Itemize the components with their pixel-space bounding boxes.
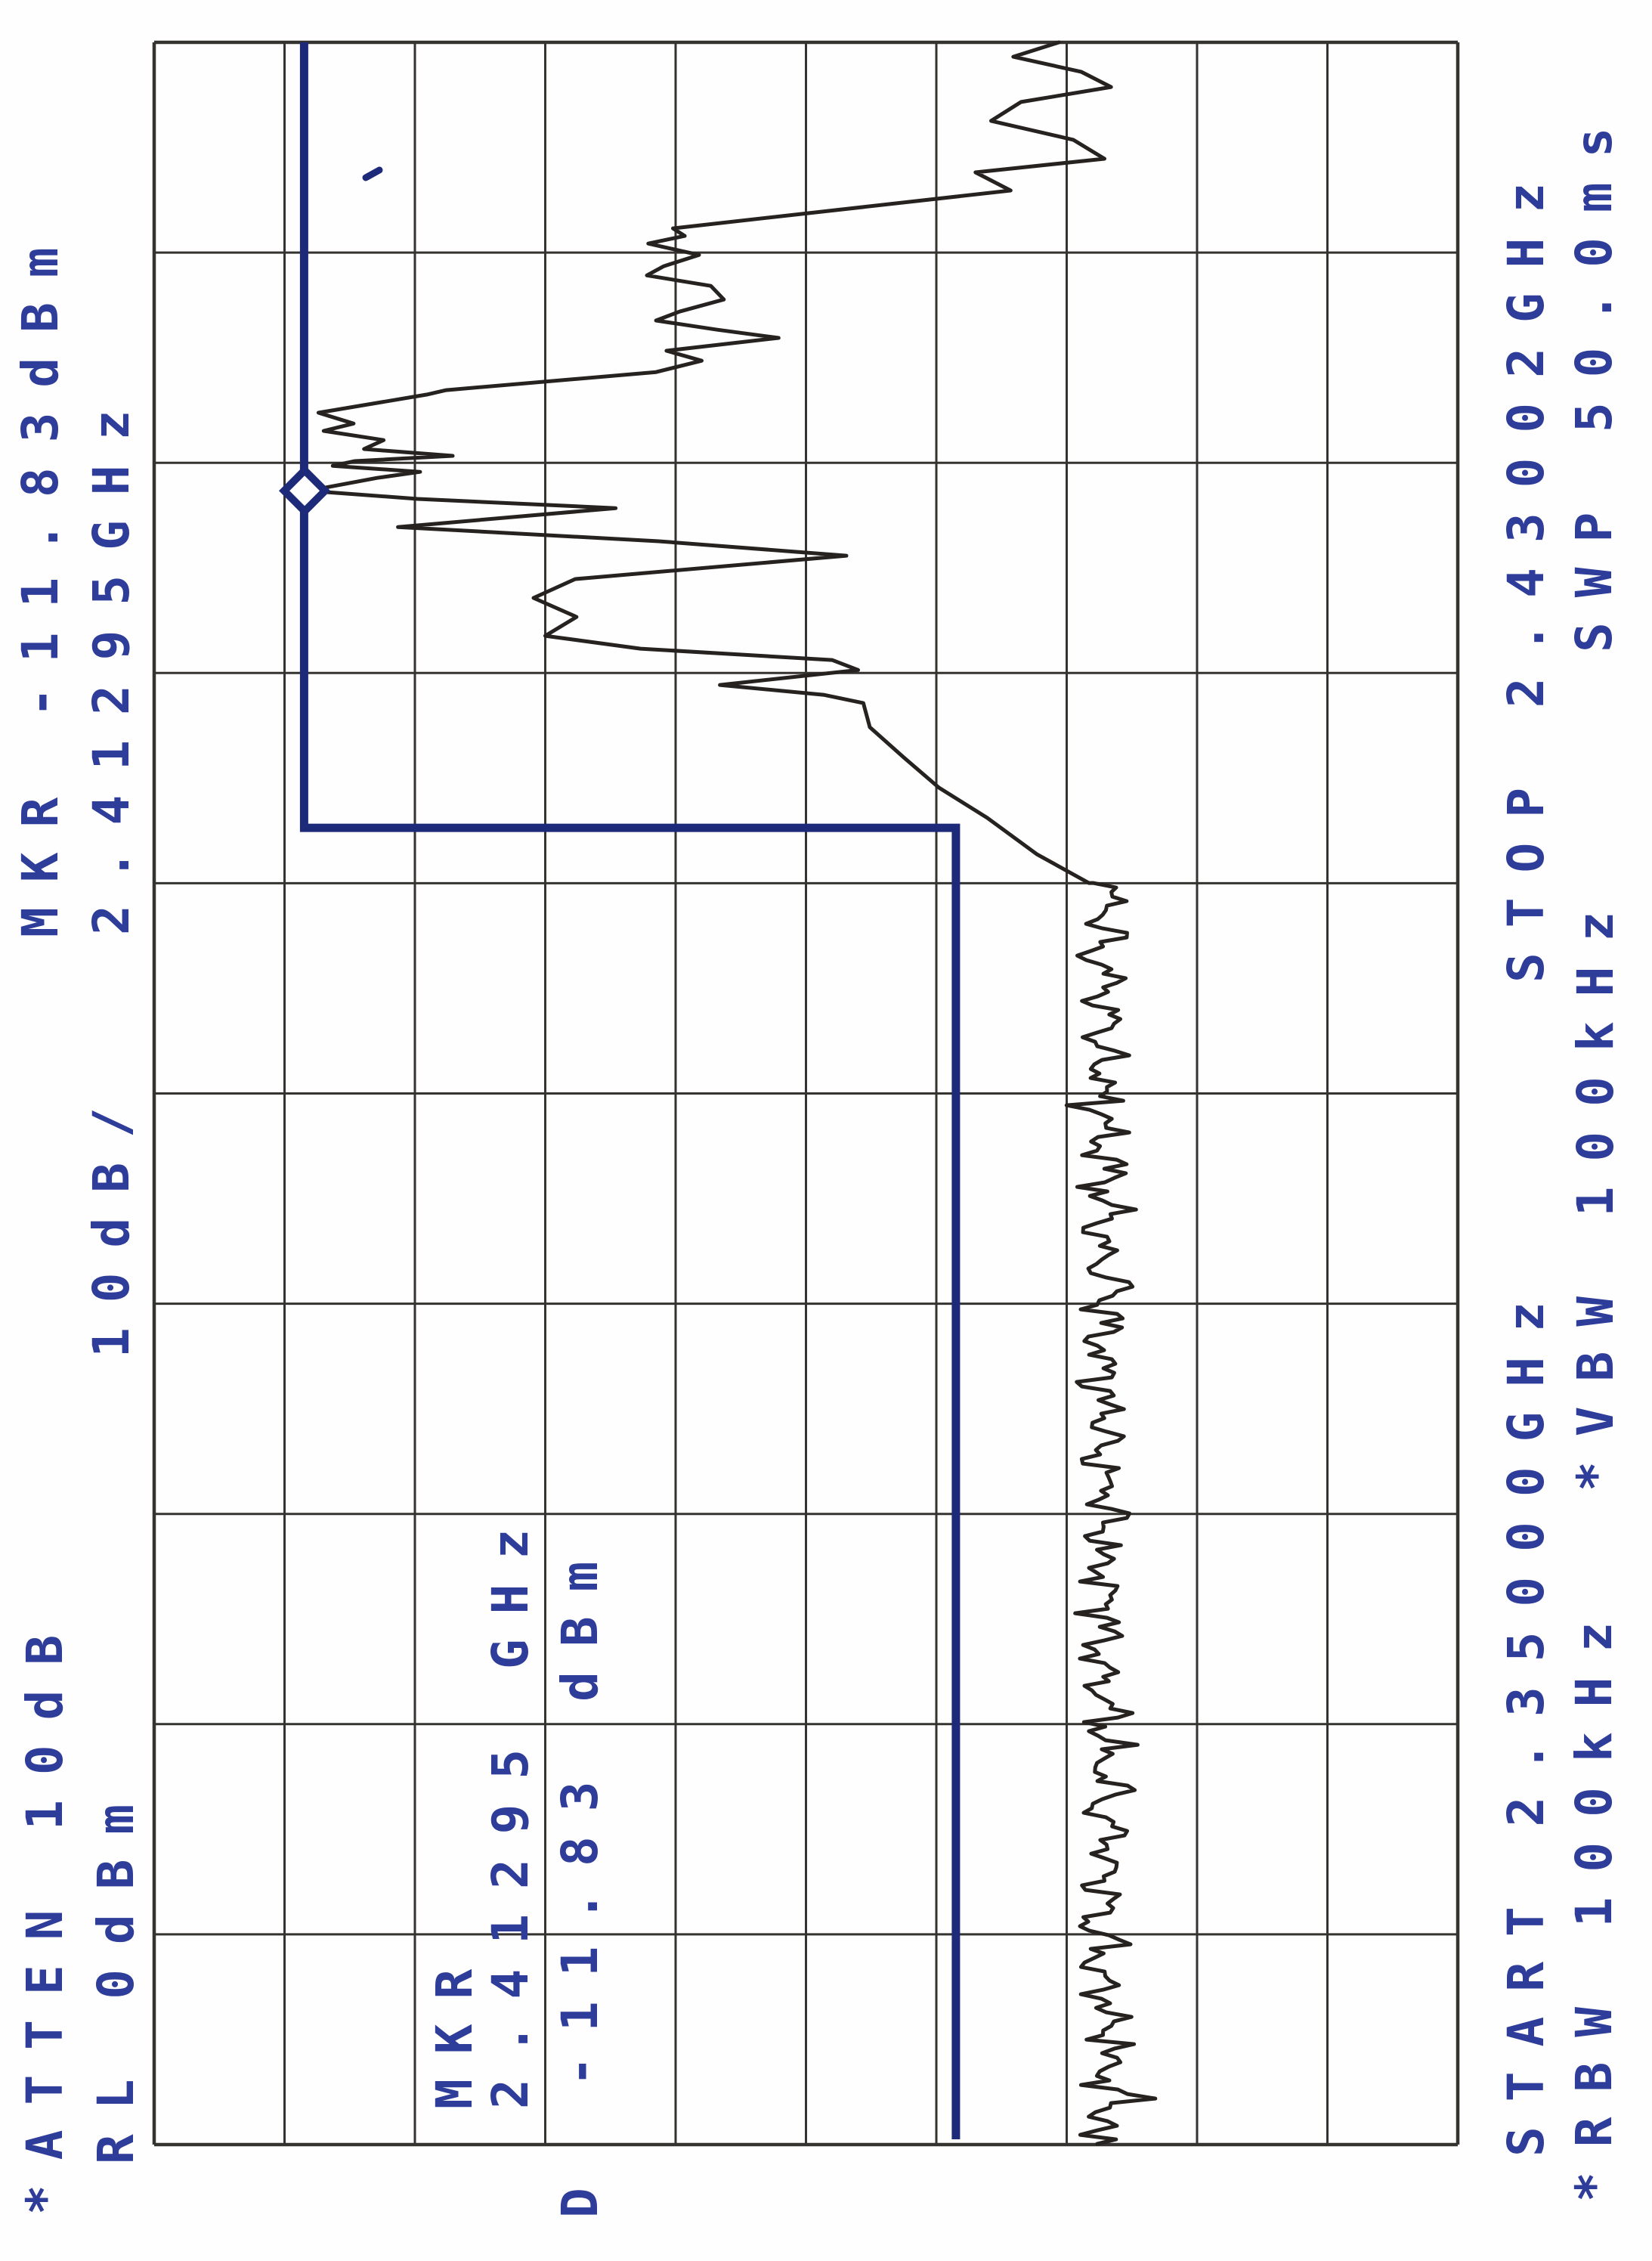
- onscreen-marker-freq: 2.41295 GHz: [481, 1504, 540, 2109]
- ref-level-label: RL 0dBm: [87, 1779, 145, 2164]
- stop-freq-label: STOP 2.43002GHz: [1497, 157, 1555, 983]
- rbw-label: *RBW 100kHz: [1565, 1597, 1623, 2202]
- limit-line: [299, 42, 961, 2139]
- spectrum-trace: [306, 40, 1158, 2146]
- scale-label: 10dB/: [82, 1082, 141, 1358]
- sweep-time-label: SWP 50.0ms: [1565, 102, 1623, 652]
- atten-label: *ATTEN 10dB: [16, 1609, 74, 2215]
- start-freq-label: START 2.35000GHz: [1497, 1277, 1555, 2157]
- marker-diamond-icon: [278, 465, 331, 517]
- onscreen-marker-ampl: -11.83 dBm: [551, 1536, 609, 2086]
- onscreen-marker-label: MKR: [425, 1944, 484, 2109]
- marker-readout-freq: 2.41295GHz: [82, 385, 141, 935]
- display-line-flag: D: [551, 2163, 609, 2218]
- graticule-grid: [152, 40, 1460, 2147]
- marker-readout-ampl: MKR -11.83dBm: [11, 222, 70, 937]
- vbw-label: *VBW 100kHz: [1567, 886, 1625, 1491]
- stray-ink-mark: [362, 166, 383, 181]
